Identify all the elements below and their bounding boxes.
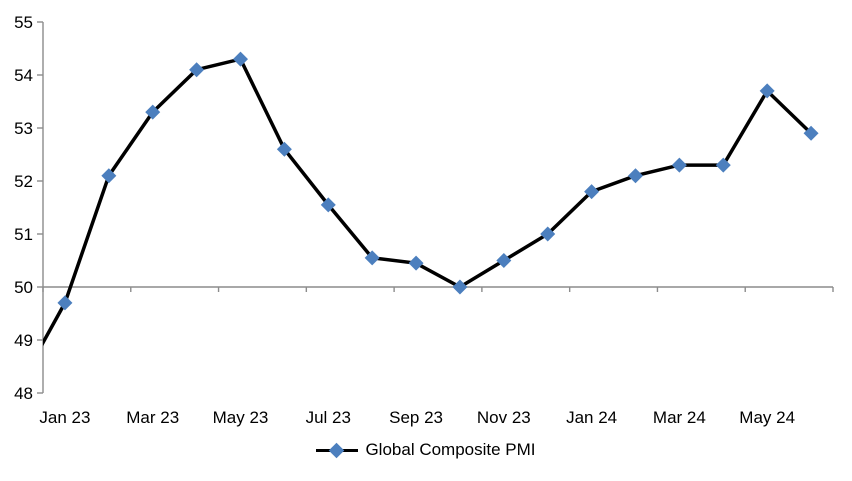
data-point-marker (715, 157, 731, 173)
chart-legend: Global Composite PMI (0, 439, 852, 461)
data-point-marker (803, 125, 819, 141)
data-point-marker (364, 250, 380, 266)
data-point-marker (276, 141, 292, 157)
x-axis-tick-label: Sep 23 (389, 408, 443, 427)
data-point-marker (145, 104, 161, 120)
data-point-marker (189, 62, 205, 78)
x-axis-tick-label: Jul 23 (306, 408, 351, 427)
x-axis-tick-label: Mar 24 (653, 408, 706, 427)
y-axis-tick-label: 50 (14, 278, 33, 297)
y-axis-tick-label: 48 (14, 384, 33, 403)
data-point-marker (496, 253, 512, 268)
data-point-marker (452, 279, 468, 295)
x-axis-tick-label: Jan 24 (566, 408, 617, 427)
y-axis-tick-label: 53 (14, 119, 33, 138)
data-point-marker (759, 83, 775, 99)
x-axis-tick-label: May 23 (213, 408, 269, 427)
data-point-marker (101, 168, 117, 184)
data-point-marker (408, 255, 424, 271)
data-point-marker (320, 197, 336, 213)
data-point-marker (233, 51, 248, 67)
x-axis-tick-label: Mar 23 (126, 408, 179, 427)
x-axis-tick-label: May 24 (739, 408, 795, 427)
y-axis-tick-label: 55 (14, 13, 33, 32)
series-global-composite-pmi (43, 51, 819, 347)
y-axis-tick-label: 52 (14, 172, 33, 191)
y-axis-tick-label: 54 (14, 66, 33, 85)
data-point-marker (671, 157, 687, 173)
data-point-marker (584, 184, 600, 200)
x-axis-tick-label: Nov 23 (477, 408, 531, 427)
y-axis-tick-label: 49 (14, 331, 33, 350)
data-point-marker (57, 295, 73, 311)
legend-label: Global Composite PMI (365, 440, 536, 459)
series-line (43, 57, 813, 347)
legend-diamond-icon (329, 442, 345, 458)
data-point-marker (628, 168, 643, 184)
data-point-marker (540, 226, 556, 242)
x-axis-tick-label: Jan 23 (39, 408, 90, 427)
y-axis-tick-label: 51 (14, 225, 33, 244)
legend-marker-sample (316, 442, 359, 458)
